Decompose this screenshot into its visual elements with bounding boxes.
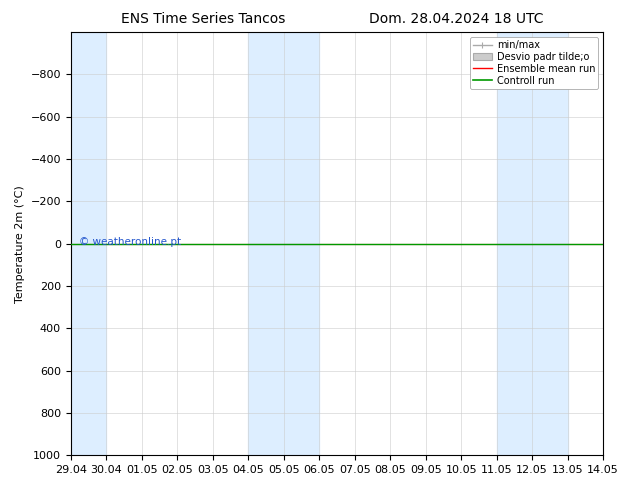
Bar (249, 32, 319, 455)
Text: Dom. 28.04.2024 18 UTC: Dom. 28.04.2024 18 UTC (369, 12, 544, 26)
Legend: min/max, Desvio padr tilde;o, Ensemble mean run, Controll run: min/max, Desvio padr tilde;o, Ensemble m… (470, 37, 598, 89)
Text: © weatheronline.pt: © weatheronline.pt (79, 237, 181, 246)
Bar (496, 32, 567, 455)
Bar (71, 32, 107, 455)
Y-axis label: Temperature 2m (°C): Temperature 2m (°C) (15, 185, 25, 303)
Text: ENS Time Series Tancos: ENS Time Series Tancos (120, 12, 285, 26)
